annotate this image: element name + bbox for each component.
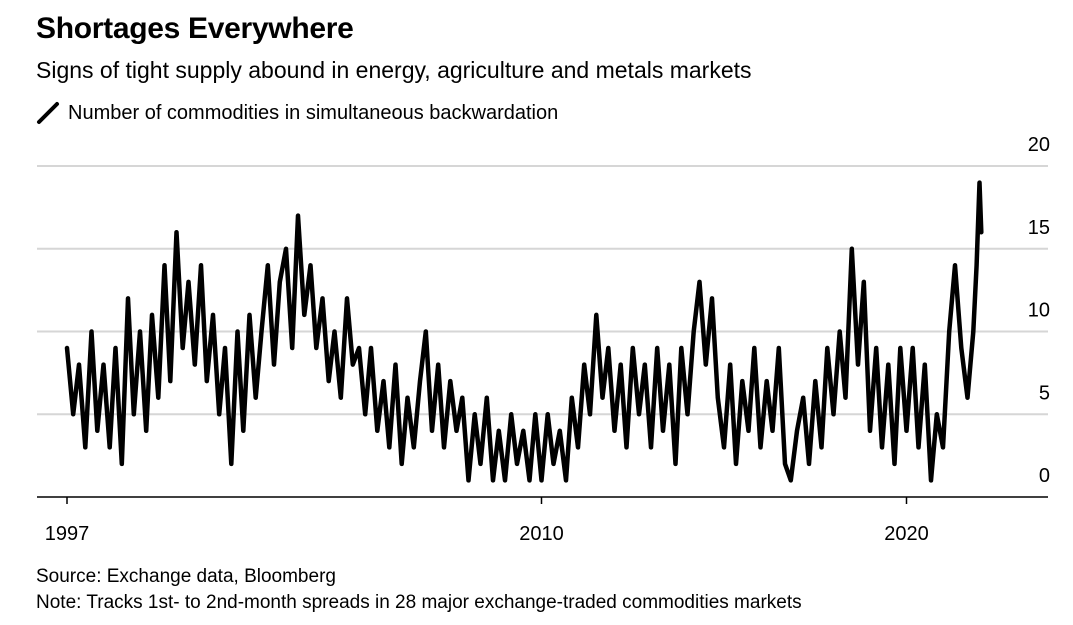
- y-tick-label: 0: [1039, 465, 1050, 487]
- chart-subtitle: Signs of tight supply abound in energy, …: [36, 57, 752, 83]
- y-tick-label: 5: [1039, 382, 1050, 404]
- x-tick-label: 2010: [519, 523, 564, 545]
- y-tick-label: 10: [1028, 300, 1050, 322]
- legend-line-icon: [37, 102, 59, 124]
- legend: Number of commodities in simultaneous ba…: [36, 101, 558, 125]
- chart-title: Shortages Everywhere: [36, 12, 354, 45]
- y-tick-label: 20: [1028, 134, 1050, 156]
- x-tick-label: 1997: [45, 523, 90, 545]
- methodology-note: Note: Tracks 1st- to 2nd-month spreads i…: [36, 592, 802, 613]
- series-line: [64, 180, 984, 483]
- x-tick-label: 2020: [884, 523, 929, 545]
- legend-label: Number of commodities in simultaneous ba…: [68, 101, 559, 124]
- source-note: Source: Exchange data, Bloomberg: [36, 566, 336, 587]
- y-tick-label: 15: [1028, 217, 1050, 239]
